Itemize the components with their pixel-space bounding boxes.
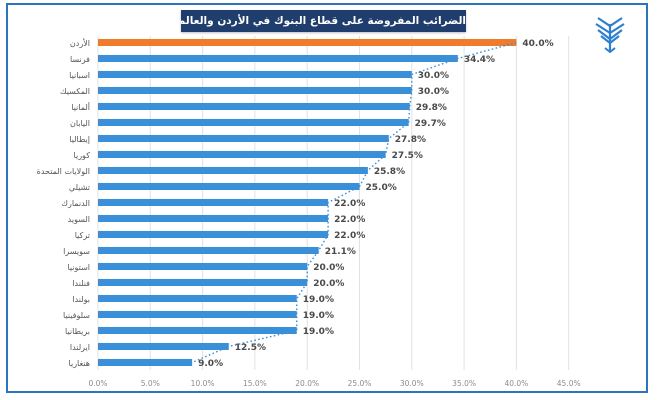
value-label: 12.5%: [235, 343, 266, 353]
category-labels: الأردن فرنسا اسبانيا المكسيك ألمانيا اليابان إ…: [37, 38, 91, 368]
category-label: ايرلندا: [70, 343, 90, 352]
bar: [98, 135, 389, 142]
value-label: 29.7%: [415, 119, 446, 129]
category-label: الولايات المتحدة: [37, 167, 90, 176]
bar: [98, 295, 297, 302]
value-label: 40.0%: [522, 39, 553, 49]
bar: [98, 151, 386, 158]
trendline: [191, 41, 517, 364]
value-label: 22.0%: [334, 215, 365, 225]
x-tick-label: 5.0%: [141, 379, 160, 388]
category-label: إيطاليا: [69, 135, 90, 145]
x-tick-label: 15.0%: [243, 379, 267, 388]
value-label: 30.0%: [418, 71, 449, 81]
value-label: 21.1%: [325, 247, 356, 257]
x-tick-label: 0.0%: [88, 379, 107, 388]
value-label: 19.0%: [303, 295, 334, 305]
category-label: اسبانيا: [69, 71, 90, 80]
x-tick-label: 35.0%: [452, 379, 476, 388]
value-label: 20.0%: [313, 263, 344, 273]
category-label: تشيلي: [69, 183, 90, 192]
category-label: استونيا: [67, 263, 90, 272]
bar: [98, 183, 360, 190]
category-label: فرنسا: [70, 55, 90, 64]
value-label: 19.0%: [303, 327, 334, 337]
value-label: 27.5%: [392, 151, 423, 161]
bar: [98, 247, 319, 254]
category-label: سلوفينيا: [63, 311, 90, 320]
category-label: هنغاريا: [69, 359, 90, 368]
category-label: تركيا: [75, 231, 90, 240]
bars: [98, 39, 517, 366]
bar: [98, 343, 229, 350]
bar: [98, 167, 368, 174]
x-tick-label: 20.0%: [295, 379, 319, 388]
x-tick-label: 45.0%: [557, 379, 581, 388]
category-label: المكسيك: [60, 87, 90, 96]
value-label: 20.0%: [313, 279, 344, 289]
bar: [98, 311, 297, 318]
x-tick-label: 30.0%: [400, 379, 424, 388]
bar: [98, 215, 329, 222]
bar: [98, 199, 329, 206]
value-label: 22.0%: [334, 199, 365, 209]
chart-title: الضرائب المفروضة على قطاع البنوك في الأر…: [181, 10, 466, 32]
value-label: 34.4%: [464, 55, 495, 65]
x-tick-labels: 0.0% 5.0% 10.0% 15.0% 20.0% 25.0% 30.0% 35.0% 40…: [88, 379, 580, 388]
trendline-path: [191, 41, 517, 364]
value-label: 25.8%: [374, 167, 405, 177]
category-label: ألمانيا: [71, 102, 90, 112]
bar: [98, 327, 297, 334]
bar: [98, 55, 458, 62]
value-label: 22.0%: [334, 231, 365, 241]
category-label: بريطانيا: [65, 327, 90, 336]
value-label: 30.0%: [418, 87, 449, 97]
bar: [98, 119, 409, 126]
category-label: الدنمارك: [61, 199, 90, 208]
category-label: السويد: [68, 215, 90, 224]
category-label: الأردن: [70, 38, 90, 48]
category-label: بولندا: [72, 295, 90, 304]
bar: [98, 359, 193, 366]
category-label: سويسرا: [63, 247, 90, 256]
value-label: 19.0%: [303, 311, 334, 321]
bar: [98, 71, 412, 78]
bar: [98, 87, 412, 94]
category-label: فنلندا: [72, 279, 90, 288]
category-label: اليابان: [70, 119, 90, 128]
value-label: 27.8%: [395, 135, 426, 145]
x-tick-label: 40.0%: [504, 379, 528, 388]
stylized-tree-logo-icon: [595, 17, 625, 54]
bar: [98, 103, 410, 110]
value-label: 25.0%: [366, 183, 397, 193]
category-label: كوريا: [74, 151, 91, 160]
x-tick-label: 10.0%: [191, 379, 215, 388]
bar: [98, 279, 308, 286]
value-labels: 40.0% 34.4% 30.0% 30.0% 29.8% 29.7% 27.8% 27.5%…: [198, 39, 553, 369]
bar: [98, 231, 329, 238]
value-label: 29.8%: [416, 103, 447, 113]
highlight-bar: [98, 39, 517, 46]
value-label: 9.0%: [198, 359, 223, 369]
bar: [98, 263, 308, 270]
x-tick-label: 25.0%: [348, 379, 372, 388]
